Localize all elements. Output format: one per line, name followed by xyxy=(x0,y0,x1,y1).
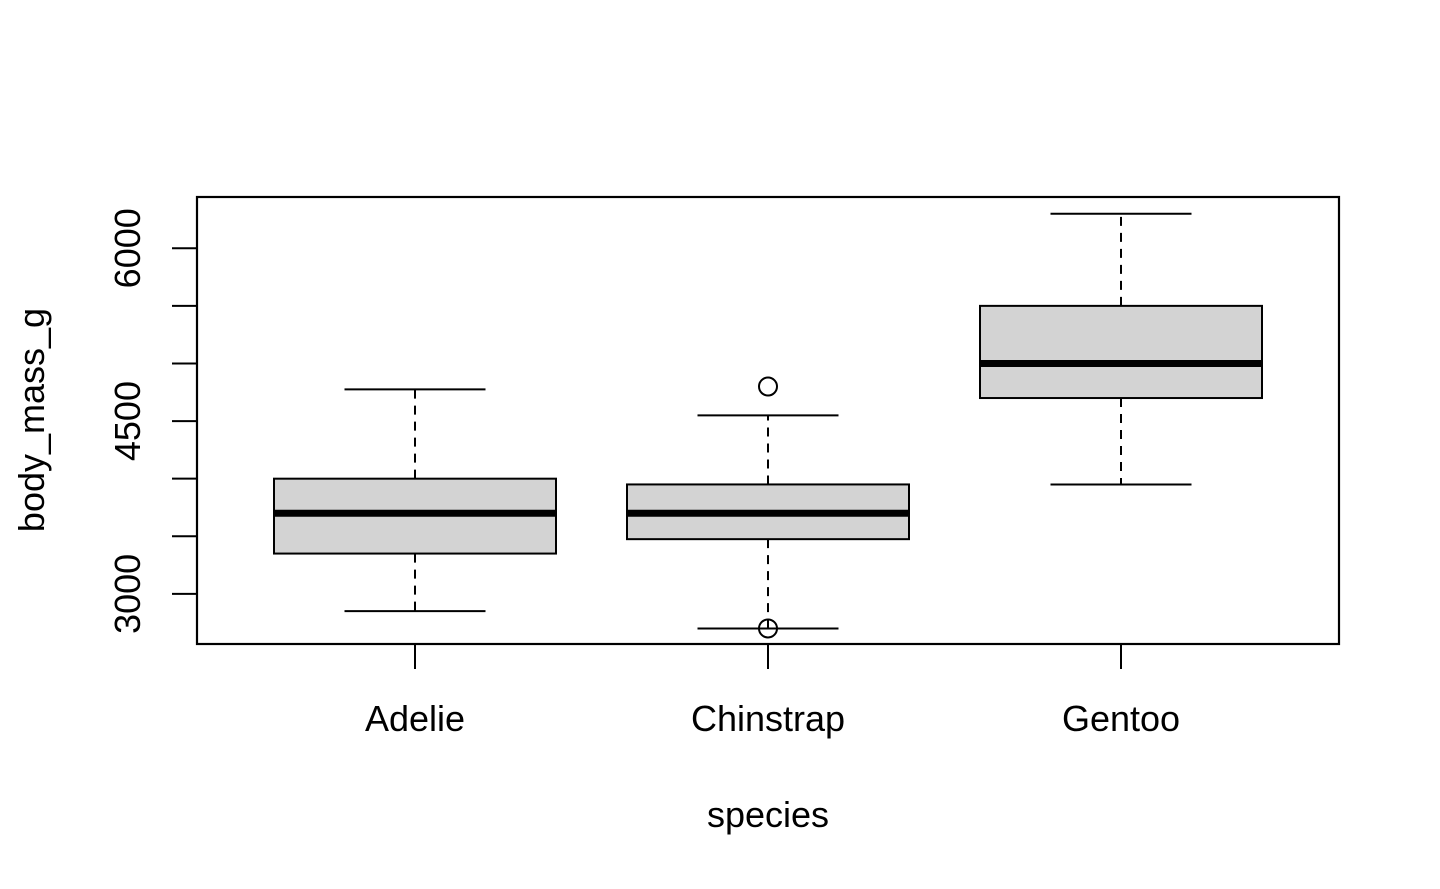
box-gentoo xyxy=(979,304,1263,400)
y-axis-title: body_mass_g xyxy=(11,308,52,532)
x-tick-label-chinstrap: Chinstrap xyxy=(691,698,845,739)
y-tick-label: 3000 xyxy=(107,554,148,634)
x-tick-label-gentoo: Gentoo xyxy=(1062,698,1180,739)
outlier-chinstrap xyxy=(758,618,778,639)
outlier-chinstrap xyxy=(758,376,778,397)
x-tick-label-adelie: Adelie xyxy=(365,698,465,739)
y-tick-label: 6000 xyxy=(107,208,148,288)
plot-layer: 3000 4500 6000 Adelie Chinstrap Gentoo xyxy=(107,195,1341,739)
y-tick-label: 4500 xyxy=(107,381,148,461)
x-axis-title: species xyxy=(707,794,829,835)
